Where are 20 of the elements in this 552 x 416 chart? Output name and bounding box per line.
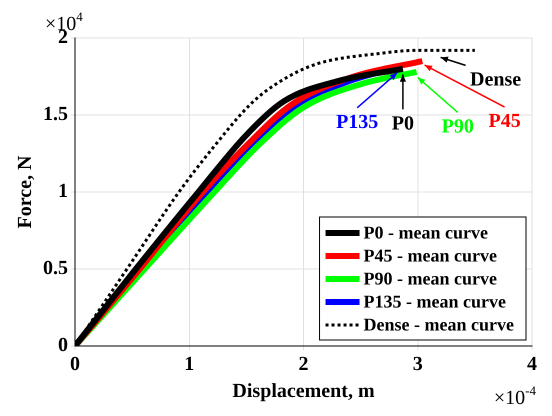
y-axis-title: Force, N (14, 154, 36, 228)
y-tick-label: 1.5 (43, 103, 68, 126)
x-tick-label: 1 (184, 353, 194, 376)
annotation: Dense (470, 68, 522, 90)
y-tick-label: 0.5 (43, 257, 68, 280)
legend-label: P135 - mean curve (364, 292, 506, 312)
legend-label: P90 - mean curve (364, 268, 498, 289)
legend-label: P0 - mean curve (364, 222, 488, 243)
x-axis-title: Displacement, m (232, 380, 375, 402)
annotation: P90 (442, 115, 474, 138)
x-tick-label: 2 (298, 353, 308, 376)
annotation: P0 (392, 112, 414, 134)
legend-label: Dense - mean curve (364, 314, 514, 335)
y-tick-label: 1 (58, 180, 68, 202)
annotation: P45 (488, 110, 521, 132)
annotation: P135 (336, 110, 378, 133)
x-tick-label: 4 (527, 353, 537, 376)
y-tick-label: 0 (58, 334, 68, 356)
x-tick-label: 3 (412, 353, 423, 376)
legend-label: P45 - mean curve (364, 246, 498, 266)
